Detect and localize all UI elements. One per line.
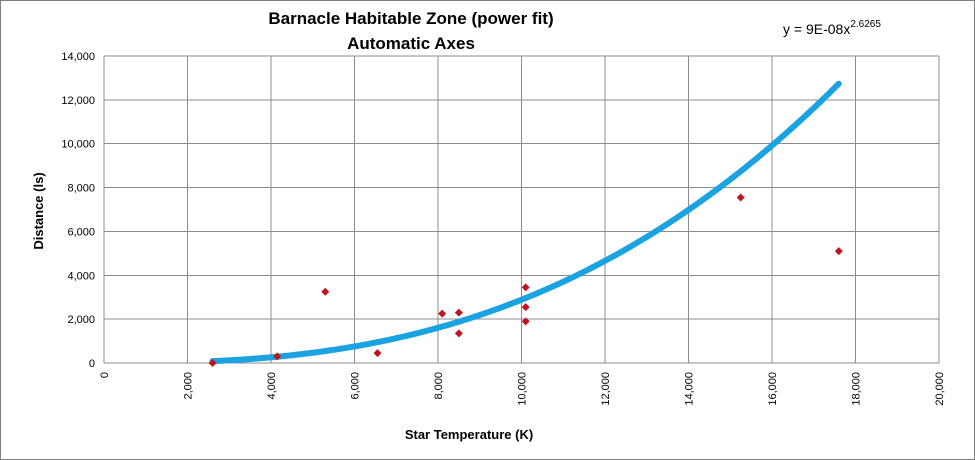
trendline-equation: y = 9E-08x2.6265 <box>783 19 881 37</box>
y-tick-labels: 0 2,000 4,000 6,000 8,000 10,000 12,000 14,000 <box>61 51 95 370</box>
y-tick-label: 14,000 <box>61 51 95 63</box>
x-tick-label: 12,000 <box>600 372 612 406</box>
y-tick-label: 8,000 <box>67 183 95 195</box>
chart-title-line-2: Automatic Axes <box>347 34 475 53</box>
x-tick-label: 14,000 <box>684 372 696 406</box>
y-tick-label: 4,000 <box>67 270 95 282</box>
x-tick-label: 4,000 <box>266 372 278 400</box>
x-tick-label: 8,000 <box>433 372 445 400</box>
chart-title-line-1: Barnacle Habitable Zone (power fit) <box>268 9 553 28</box>
y-axis-label: Distance (ls) <box>31 172 46 249</box>
data-point-marker <box>373 349 382 358</box>
data-point-marker <box>321 287 330 296</box>
trendline-group <box>209 80 842 365</box>
y-tick-label: 2,000 <box>67 314 95 326</box>
data-point-marker <box>521 317 530 326</box>
data-point-marker <box>834 247 843 256</box>
y-tick-label: 6,000 <box>67 226 95 238</box>
x-tick-label: 20,000 <box>934 372 946 406</box>
trendline-equation-base: y = 9E-08x <box>783 21 850 37</box>
x-axis-label: Star Temperature (K) <box>405 427 533 442</box>
x-tick-label: 2,000 <box>183 372 195 400</box>
x-tick-label: 10,000 <box>517 372 529 406</box>
x-tick-label: 18,000 <box>851 372 863 406</box>
y-tick-label: 10,000 <box>61 139 95 151</box>
y-tick-label: 12,000 <box>61 95 95 107</box>
data-point-marker <box>208 359 217 367</box>
x-tick-labels: 0 2,000 4,000 6,000 8,000 10,000 12,000 14,000 1… <box>99 372 946 406</box>
data-point-marker <box>736 193 745 202</box>
x-tick-label: 0 <box>99 372 111 378</box>
grid-lines <box>103 55 940 364</box>
y-tick-label: 0 <box>89 358 95 370</box>
data-point-marker <box>438 309 447 318</box>
x-tick-label: 6,000 <box>350 372 362 400</box>
data-point-marker <box>454 329 463 338</box>
data-points <box>208 193 843 367</box>
trendline-equation-exponent: 2.6265 <box>850 19 881 30</box>
power-trendline <box>209 80 842 365</box>
data-point-marker <box>273 352 282 361</box>
data-point-marker <box>454 308 463 317</box>
data-point-marker <box>521 283 530 292</box>
x-tick-label: 16,000 <box>767 372 779 406</box>
data-point-marker <box>521 303 530 312</box>
